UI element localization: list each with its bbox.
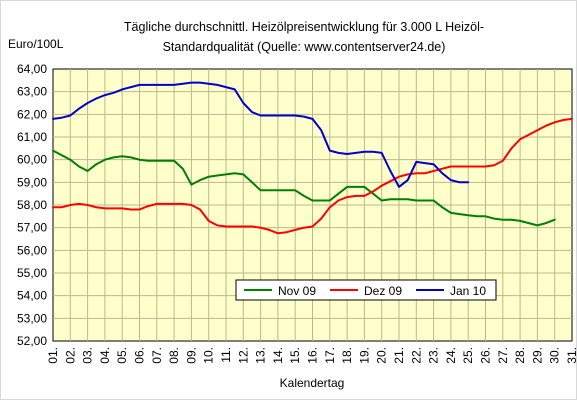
x-tick-label: 30. xyxy=(548,347,562,364)
x-tick-label: 09. xyxy=(184,347,198,364)
y-tick-label: 60,00 xyxy=(17,153,47,167)
y-tick-label: 62,00 xyxy=(17,107,47,121)
x-tick-label: 07. xyxy=(150,347,164,364)
x-tick-label: 29. xyxy=(530,347,544,364)
x-tick-label: 04. xyxy=(98,347,112,364)
x-tick-label: 20. xyxy=(375,347,389,364)
y-tick-labels: 52,00 53,00 54,00 55,00 56,00 57,00 58,00 59,00… xyxy=(17,62,47,348)
y-tick-label: 61,00 xyxy=(17,130,47,144)
chart-title-line1: Tägliche durchschnittl. Heizölpreisentwi… xyxy=(124,20,484,34)
x-tick-label: 23. xyxy=(427,347,441,364)
x-tick-label: 24. xyxy=(444,347,458,364)
y-tick-label: 53,00 xyxy=(17,311,47,325)
x-tick-label: 22. xyxy=(409,347,423,364)
y-tick-label: 56,00 xyxy=(17,243,47,257)
x-tick-label: 05. xyxy=(115,347,129,364)
x-tick-label: 12. xyxy=(236,347,250,364)
legend-label-jan-10: Jan 10 xyxy=(450,284,486,298)
y-tick-label: 63,00 xyxy=(17,85,47,99)
legend-box xyxy=(235,279,497,301)
x-tick-label: 19. xyxy=(357,347,371,364)
y-axis-label: Euro/100L xyxy=(8,37,64,51)
x-tick-label: 25. xyxy=(461,347,475,364)
legend-label-dez-09: Dez 09 xyxy=(364,284,402,298)
x-axis-label: Kalendertag xyxy=(280,376,345,390)
legend-label-nov-09: Nov 09 xyxy=(278,284,316,298)
legend: Nov 09 Dez 09 Jan 10 xyxy=(235,279,497,301)
x-tick-label: 08. xyxy=(167,347,181,364)
series-line-nov-09 xyxy=(52,149,556,227)
y-tick-label: 54,00 xyxy=(17,289,47,303)
x-tick-label: 26. xyxy=(479,347,493,364)
x-tick-label: 28. xyxy=(513,347,527,364)
y-tick-label: 55,00 xyxy=(17,266,47,280)
y-tick-label: 52,00 xyxy=(17,334,47,348)
legend-items: Nov 09 Dez 09 Jan 10 xyxy=(244,284,486,298)
series-line-jan-10 xyxy=(52,81,470,188)
x-tick-label: 11. xyxy=(219,347,233,363)
x-tick-label: 14. xyxy=(271,347,285,364)
x-tick-label: 17. xyxy=(323,347,337,364)
x-tick-label: 31. xyxy=(565,347,576,364)
x-tick-label: 06. xyxy=(133,347,147,364)
series-lines xyxy=(52,81,573,235)
grid-lines xyxy=(53,69,572,341)
series-line-dez-09 xyxy=(52,117,573,235)
x-tick-label: 10. xyxy=(202,347,216,364)
x-tick-label: 21. xyxy=(392,347,406,364)
x-tick-label: 27. xyxy=(496,347,510,364)
x-tick-label: 16. xyxy=(306,347,320,364)
y-tick-label: 59,00 xyxy=(17,175,47,189)
y-tick-label: 58,00 xyxy=(17,198,47,212)
x-tick-label: 13. xyxy=(254,347,268,364)
x-tick-label: 03. xyxy=(81,347,95,364)
x-tick-label: 02. xyxy=(63,347,77,364)
y-tick-label: 64,00 xyxy=(17,62,47,76)
x-tick-label: 15. xyxy=(288,347,302,364)
y-tick-label: 57,00 xyxy=(17,221,47,235)
x-tick-label: 01. xyxy=(46,347,60,364)
chart-title-line2: Standardqualität (Quelle: www.contentser… xyxy=(163,40,446,54)
x-tick-label: 18. xyxy=(340,347,354,364)
x-tick-labels: 01. 02. 03. 04. 05. 06. 07. 08. 09. 10. 11. 12. 13. 1… xyxy=(46,347,576,364)
